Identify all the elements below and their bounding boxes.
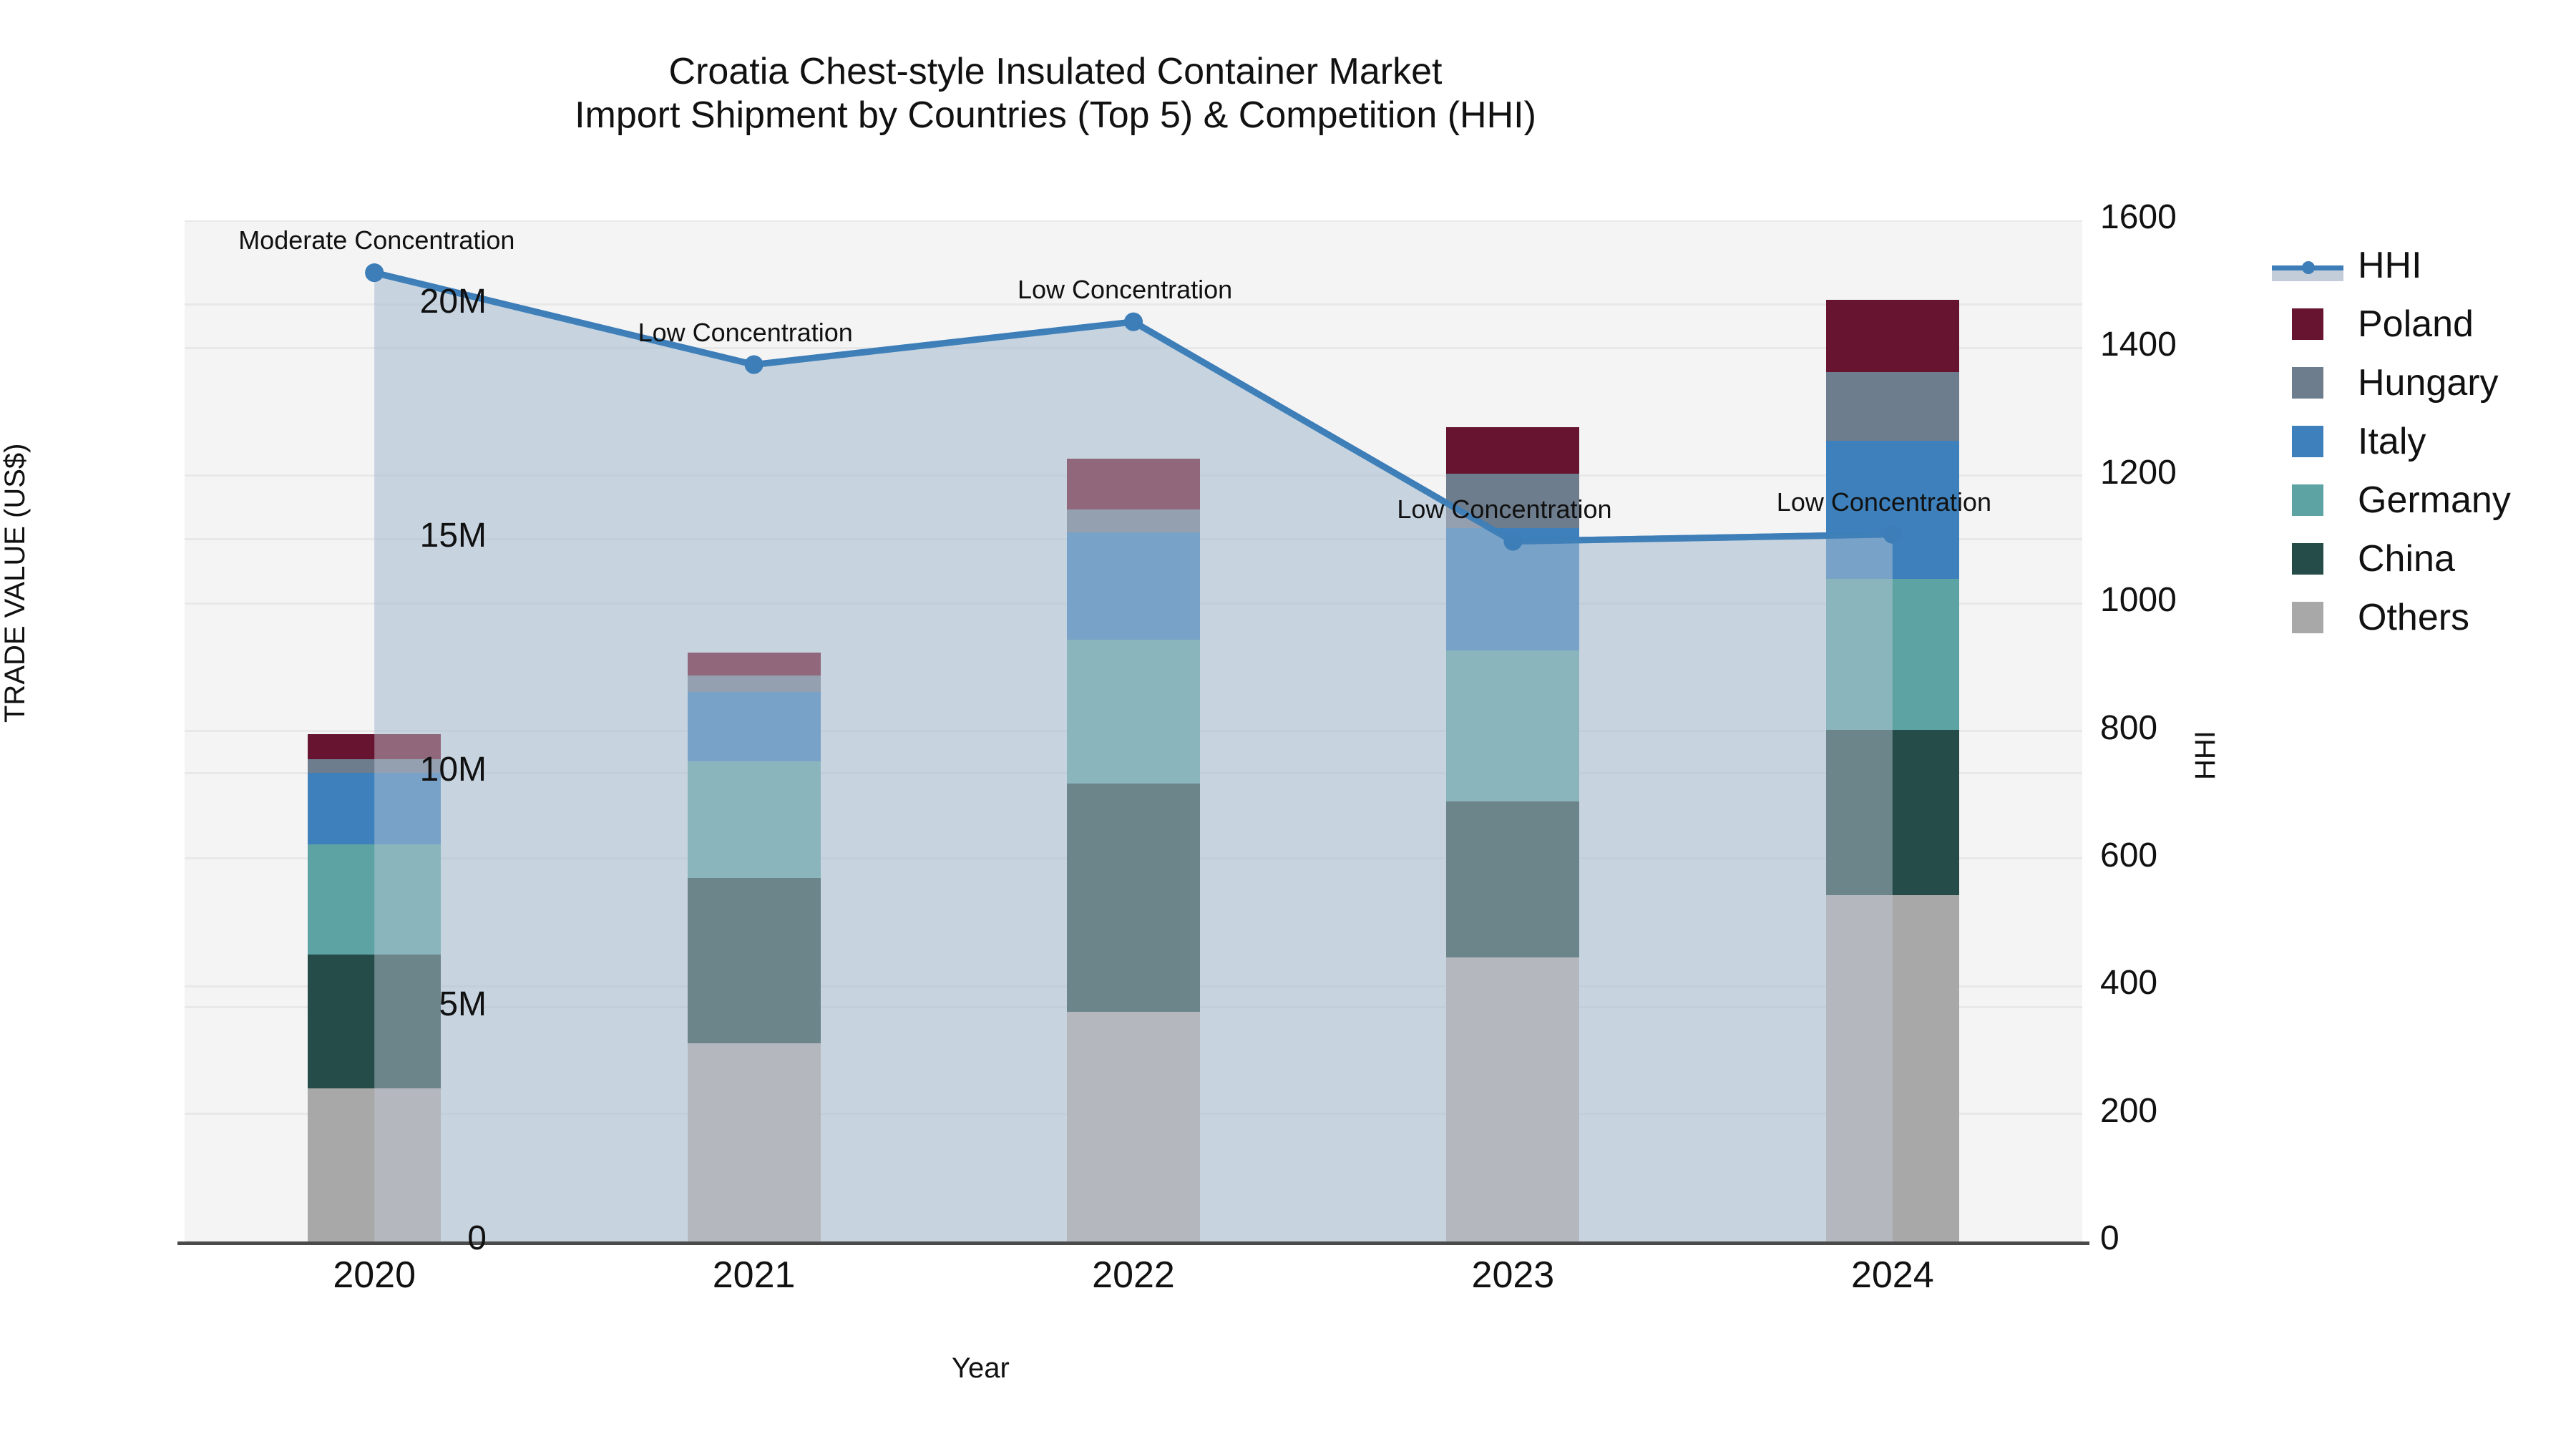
hhi-line-icon: [2272, 250, 2343, 281]
bar-segment-china-2021[interactable]: [687, 878, 821, 1044]
legend-label: Germany: [2358, 479, 2511, 521]
legend-item-poland[interactable]: Poland: [2272, 295, 2511, 353]
chart-title-line-1: Croatia Chest-style Insulated Container …: [668, 51, 1443, 92]
y-tick-left-3: 15M: [419, 517, 487, 555]
bar-segment-poland-2020[interactable]: [308, 734, 441, 759]
bar-segment-hungary-2022[interactable]: [1067, 509, 1200, 532]
bar-segment-poland-2021[interactable]: [687, 652, 821, 675]
legend-item-italy[interactable]: Italy: [2272, 412, 2511, 471]
bar-segment-others-2023[interactable]: [1446, 957, 1580, 1241]
x-axis-line: [177, 1241, 2089, 1245]
annotation-2020: Moderate Concentration: [238, 225, 515, 255]
legend-swatch-icon: [2292, 367, 2323, 399]
gridline: [185, 220, 2082, 222]
y-axis-left-title: TRADE VALUE (US$): [0, 443, 31, 723]
y-tick-right-3: 600: [2100, 836, 2158, 874]
legend-swatch-icon: [2292, 602, 2323, 633]
legend-item-others[interactable]: Others: [2272, 588, 2511, 647]
x-tick-2024: 2024: [1850, 1254, 1934, 1296]
annotation-2021: Low Concentration: [638, 317, 853, 347]
bar-segment-china-2023[interactable]: [1446, 801, 1580, 958]
bar-segment-others-2021[interactable]: [687, 1043, 821, 1241]
bar-segment-italy-2022[interactable]: [1067, 532, 1200, 640]
y-tick-left-2: 10M: [419, 751, 487, 789]
bar-segment-poland-2022[interactable]: [1067, 459, 1200, 509]
bar-segment-germany-2022[interactable]: [1067, 639, 1200, 784]
legend-swatch-icon: [2292, 308, 2323, 340]
legend-item-hhi[interactable]: HHI: [2272, 236, 2511, 295]
legend-swatch-icon: [2292, 543, 2323, 575]
plot-inner: Moderate Concentration Low Concentration L…: [185, 220, 2082, 1241]
bar-segment-china-2024[interactable]: [1825, 730, 1959, 895]
legend-swatch-icon: [2292, 426, 2323, 457]
y-tick-right-8: 1600: [2100, 198, 2177, 236]
legend-label: Others: [2358, 597, 2470, 638]
y-tick-left-4: 20M: [419, 282, 487, 321]
legend-swatch-icon: [2292, 484, 2323, 516]
y-tick-right-1: 200: [2100, 1091, 2158, 1130]
x-tick-2021: 2021: [712, 1254, 796, 1296]
y-tick-right-6: 1200: [2100, 453, 2177, 492]
y-tick-right-0: 0: [2100, 1219, 2119, 1257]
plot-area: Moderate Concentration Low Concentration L…: [185, 220, 2082, 1241]
legend-label: HHI: [2358, 245, 2422, 286]
x-tick-2023: 2023: [1471, 1254, 1555, 1296]
bar-segment-china-2022[interactable]: [1067, 784, 1200, 1013]
bar-segment-china-2020[interactable]: [308, 955, 441, 1088]
y-tick-right-5: 1000: [2100, 581, 2177, 620]
y-tick-left-0: 0: [467, 1219, 487, 1257]
bar-segment-germany-2023[interactable]: [1446, 650, 1580, 802]
bar-segment-hungary-2021[interactable]: [687, 675, 821, 692]
gridline: [185, 346, 2082, 349]
bar-segment-italy-2020[interactable]: [308, 773, 441, 844]
y-tick-right-2: 400: [2100, 964, 2158, 1002]
legend-label: China: [2358, 538, 2455, 580]
annotation-2023: Low Concentration: [1397, 494, 1612, 524]
x-tick-2022: 2022: [1092, 1254, 1175, 1296]
bar-segment-germany-2020[interactable]: [308, 844, 441, 955]
y-axis-right-title: HHI: [2190, 731, 2221, 780]
bar-segment-italy-2021[interactable]: [687, 691, 821, 762]
bar-segment-poland-2024[interactable]: [1825, 299, 1959, 373]
legend-label: Hungary: [2358, 362, 2499, 404]
bar-segment-hungary-2020[interactable]: [308, 758, 441, 774]
bar-segment-others-2024[interactable]: [1825, 894, 1959, 1241]
annotation-2024: Low Concentration: [1776, 487, 1991, 517]
x-tick-2020: 2020: [333, 1254, 416, 1296]
gridline: [185, 303, 2082, 306]
chart-title-line-2: Import Shipment by Countries (Top 5) & C…: [575, 94, 1536, 137]
legend-item-hungary[interactable]: Hungary: [2272, 353, 2511, 412]
y-tick-right-4: 800: [2100, 708, 2158, 747]
chart-title: Croatia Chest-style Insulated Container …: [0, 50, 2111, 138]
legend-item-germany[interactable]: Germany: [2272, 471, 2511, 530]
legend-label: Poland: [2358, 303, 2474, 345]
y-tick-left-1: 5M: [439, 985, 487, 1023]
bar-segment-others-2020[interactable]: [308, 1088, 441, 1241]
bar-segment-poland-2023[interactable]: [1446, 426, 1580, 474]
annotation-2022: Low Concentration: [1018, 274, 1233, 304]
legend-item-china[interactable]: China: [2272, 530, 2511, 588]
bar-segment-germany-2024[interactable]: [1825, 578, 1959, 731]
legend: HHI Poland Hungary Italy Germany China Others: [2272, 236, 2511, 647]
bar-segment-others-2022[interactable]: [1067, 1012, 1200, 1241]
bar-segment-germany-2021[interactable]: [687, 761, 821, 879]
x-axis-title: Year: [952, 1352, 1010, 1384]
bar-segment-hungary-2024[interactable]: [1825, 372, 1959, 441]
y-tick-right-7: 1400: [2100, 326, 2177, 364]
bar-segment-italy-2024[interactable]: [1825, 440, 1959, 579]
legend-label: Italy: [2358, 421, 2426, 462]
